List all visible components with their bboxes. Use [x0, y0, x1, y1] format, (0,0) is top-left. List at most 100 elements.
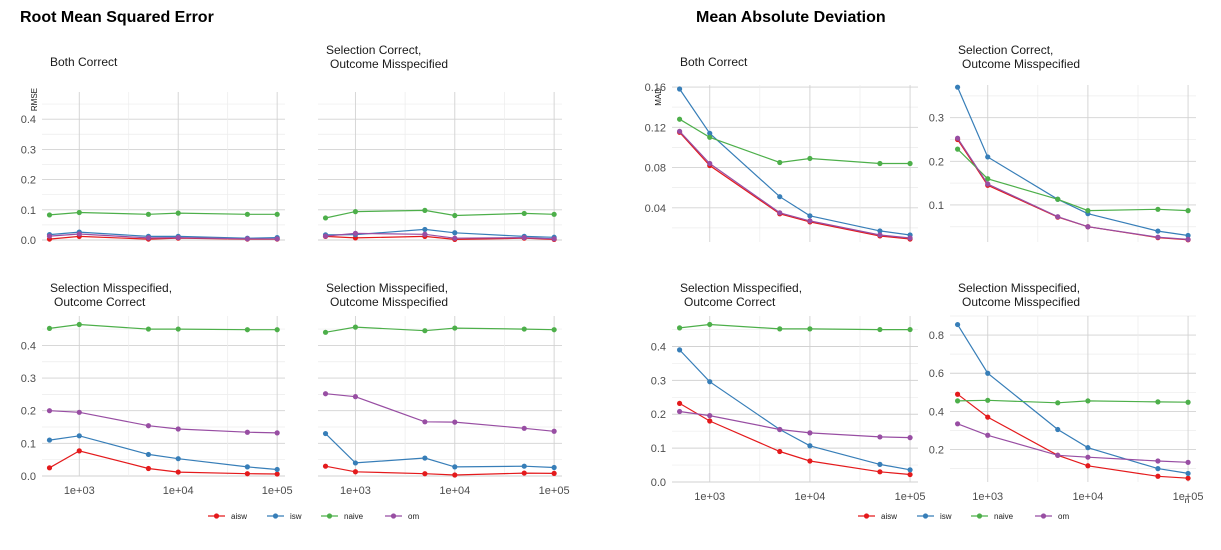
data-point-om	[1055, 452, 1061, 458]
legend-item-naive: naive	[321, 512, 364, 521]
series-line-naive	[957, 399, 1189, 404]
chart-title: Mean Absolute Deviation	[696, 9, 886, 26]
legend-item-om: om	[385, 512, 419, 521]
legend-key-point	[390, 513, 397, 519]
panel-title-line: Both Correct	[680, 55, 748, 69]
data-point-aisw	[954, 391, 961, 397]
data-point-naive	[777, 326, 783, 332]
panel-title-line: Selection Misspecified,	[680, 281, 802, 295]
y-tick-label: 0.2	[21, 175, 36, 187]
data-point-naive	[1155, 206, 1161, 212]
series-isw	[322, 430, 557, 471]
series-naive	[676, 321, 913, 333]
series-om	[46, 231, 280, 242]
data-point-naive	[145, 211, 152, 217]
series-line-aisw	[49, 450, 278, 475]
y-tick-label: 0.1	[651, 443, 666, 455]
data-point-om	[76, 409, 82, 415]
x-tick-label: 1e+03	[340, 485, 371, 497]
series-line-om	[325, 393, 555, 432]
series-om	[676, 128, 913, 241]
x-tick-label: 1e+05	[262, 485, 293, 497]
legend-label: naive	[344, 512, 364, 521]
series-aisw	[954, 391, 1191, 481]
data-point-isw	[521, 463, 527, 469]
data-point-om	[244, 429, 250, 435]
data-point-naive	[175, 326, 181, 332]
data-point-om	[1155, 234, 1161, 240]
data-point-om	[1185, 236, 1191, 242]
data-point-naive	[422, 207, 428, 213]
series-line-aisw	[957, 139, 1189, 241]
data-point-om	[1055, 214, 1061, 220]
data-point-isw	[985, 370, 991, 376]
series-naive	[954, 146, 1191, 214]
series-line-naive	[957, 148, 1189, 212]
series-naive	[322, 207, 557, 221]
data-point-naive	[954, 398, 961, 404]
series-aisw	[322, 463, 557, 478]
y-tick-label: 0.3	[21, 144, 36, 156]
series-line-om	[679, 130, 911, 239]
data-point-isw	[452, 230, 458, 236]
data-point-aisw	[422, 471, 428, 477]
series-isw	[676, 347, 913, 473]
data-point-naive	[46, 325, 53, 332]
legend-label: om	[408, 512, 419, 521]
data-point-om	[1085, 454, 1091, 460]
data-point-naive	[551, 327, 557, 333]
data-point-aisw	[877, 469, 883, 475]
chart-mean-absolute-deviation: Mean Absolute Deviation MAD n Both Correct 0…	[645, 9, 1204, 521]
panel-title: Both Correct	[50, 55, 118, 69]
legend: aisw isw naive om	[858, 512, 1069, 521]
series-naive	[46, 321, 280, 333]
y-tick-label: 0.4	[21, 340, 36, 352]
panel-title: Selection Misspecified, Outcome Misspecif…	[326, 281, 448, 309]
data-point-naive	[274, 327, 280, 333]
y-tick-label: 0.1	[21, 205, 36, 217]
data-point-aisw	[1085, 463, 1091, 469]
data-point-om	[274, 236, 280, 242]
series-line-om	[679, 410, 911, 439]
data-point-naive	[521, 210, 527, 217]
panel-title-line: Selection Misspecified,	[958, 281, 1080, 295]
data-point-isw	[1155, 466, 1161, 472]
panel-selection-correct-outcome-misspecified: Selection Correct, Outcome Misspecified 0.…	[929, 43, 1196, 243]
x-tick-label: 1e+05	[895, 491, 926, 503]
data-point-om	[907, 435, 913, 441]
data-point-om	[352, 230, 359, 236]
data-point-aisw	[352, 469, 359, 475]
series-aisw	[46, 448, 280, 477]
y-tick-label: 0.3	[651, 375, 666, 387]
x-tick-label: 1e+04	[1072, 491, 1103, 503]
data-point-om	[954, 135, 961, 141]
data-point-aisw	[676, 400, 683, 407]
data-point-naive	[907, 326, 913, 333]
y-tick-label: 0.0	[21, 471, 36, 483]
data-point-isw	[954, 321, 961, 328]
y-axis-label: RMSE	[30, 88, 39, 111]
series-line-aisw	[679, 402, 911, 476]
panel-title-line: Outcome Misspecified	[330, 57, 448, 71]
data-point-om	[676, 408, 683, 415]
series-isw	[46, 433, 280, 473]
x-axis-label: n	[1185, 496, 1189, 505]
data-point-aisw	[452, 472, 458, 478]
data-point-naive	[877, 326, 883, 333]
data-point-isw	[877, 228, 883, 234]
legend-key-point	[976, 513, 983, 519]
data-point-aisw	[807, 458, 813, 464]
data-point-aisw	[244, 471, 250, 477]
data-point-isw	[907, 467, 913, 473]
panel-title-line: Outcome Correct	[684, 295, 776, 309]
data-point-om	[422, 231, 428, 237]
data-point-isw	[707, 379, 713, 385]
data-point-om	[76, 231, 82, 237]
panel-selection-misspecified-outcome-misspecified: Selection Misspecified, Outcome Misspecif…	[318, 281, 570, 497]
data-point-aisw	[46, 465, 53, 471]
panel-title: Selection Correct, Outcome Misspecified	[958, 43, 1080, 71]
data-point-om	[707, 413, 713, 419]
series-line-aisw	[325, 465, 555, 476]
series-naive	[46, 209, 280, 218]
